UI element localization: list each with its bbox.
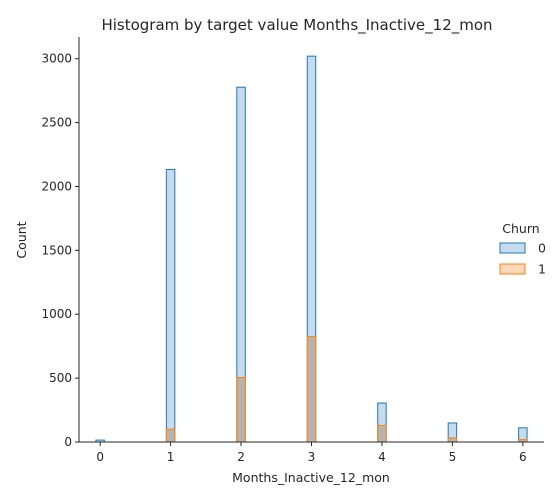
x-tick-label-4: 4	[378, 450, 386, 464]
legend-swatch-0	[499, 242, 526, 254]
legend-label-0: 0	[538, 241, 546, 256]
y-tick-label-2500: 2500	[41, 116, 72, 130]
x-tick-label-1: 1	[167, 450, 175, 464]
legend: Churn 0 1	[499, 221, 546, 277]
bar-churn-1-3	[306, 335, 317, 443]
chart-title: Histogram by target value Months_Inactiv…	[101, 16, 492, 35]
x-tick-label-6: 6	[519, 450, 527, 464]
bar-churn-1-4	[377, 424, 387, 443]
bar-churn-1-2	[236, 376, 246, 443]
bar-churn-1-5	[447, 437, 458, 443]
y-tick-label-2000: 2000	[41, 179, 72, 193]
bar-churn-1-1	[165, 428, 176, 443]
bar-churn-0-1	[165, 168, 176, 443]
legend-swatch-1	[499, 263, 526, 275]
y-axis-label: Count	[14, 221, 29, 258]
y-tick-label-3000: 3000	[41, 52, 72, 66]
x-tick-label-2: 2	[237, 450, 245, 464]
x-tick-label-5: 5	[449, 450, 457, 464]
x-tick-label-3: 3	[308, 450, 316, 464]
y-tick-label-0: 0	[64, 435, 72, 449]
x-axis-label: Months_Inactive_12_mon	[232, 470, 390, 485]
y-tick-label-500: 500	[49, 371, 72, 385]
y-tick-label-1500: 1500	[41, 243, 72, 257]
axes-layer: 0 1 2 3 4 5 6 0 500 1000 1500 2000 2500 3000	[41, 37, 544, 464]
legend-title: Churn	[502, 221, 539, 236]
legend-label-1: 1	[538, 262, 546, 277]
x-tick-label-0: 0	[96, 450, 104, 464]
y-tick-label-1000: 1000	[41, 307, 72, 321]
bars-layer	[95, 55, 528, 443]
